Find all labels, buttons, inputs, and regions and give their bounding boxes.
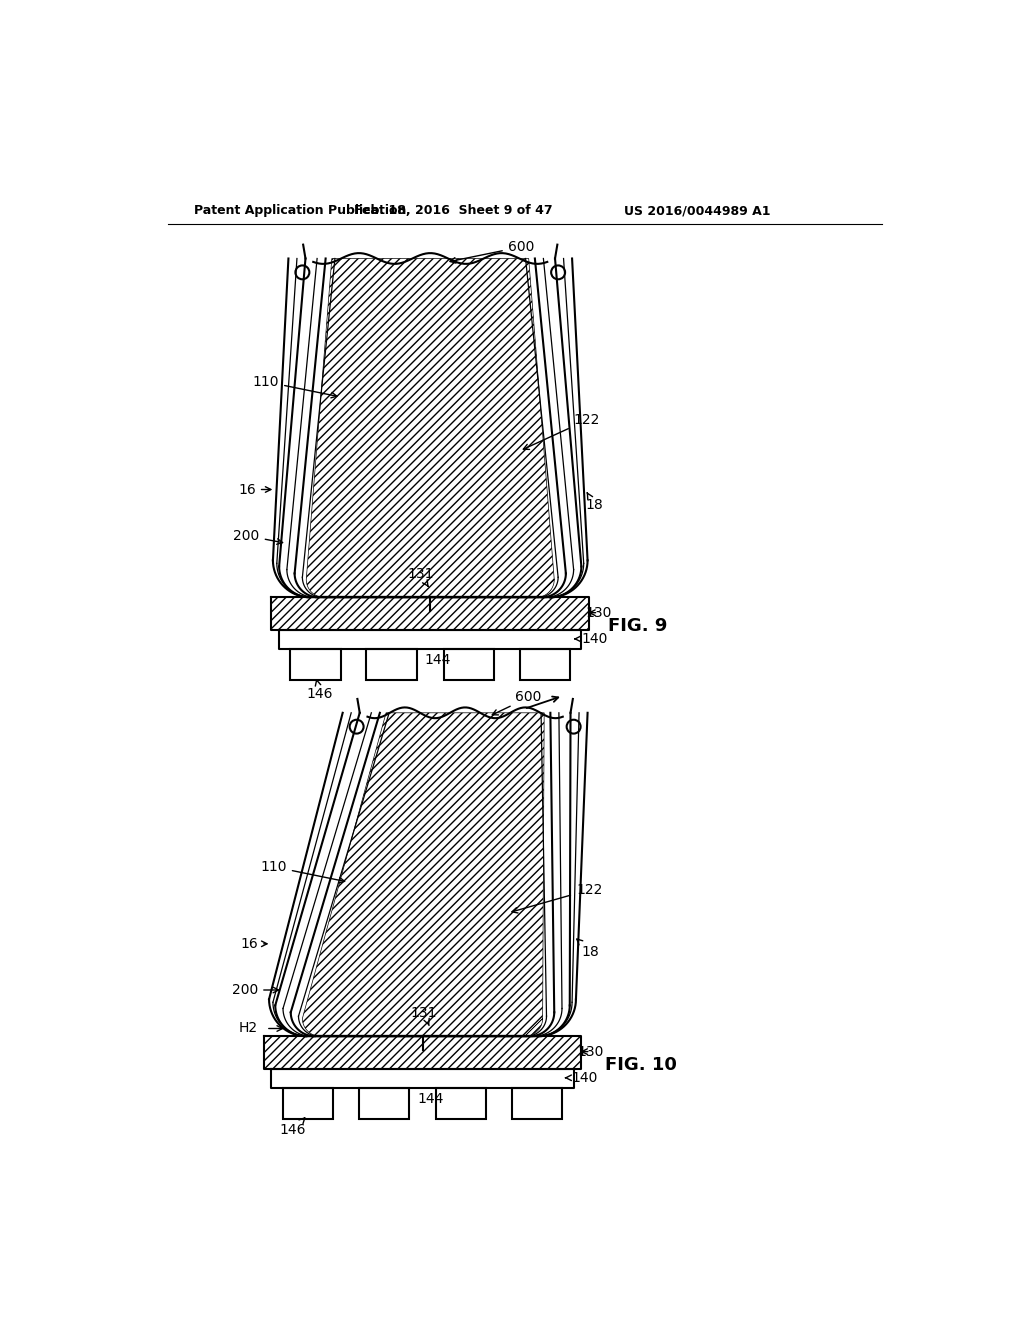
Text: 144: 144 [425, 653, 452, 668]
Circle shape [349, 719, 364, 734]
Bar [358, 1088, 409, 1118]
Text: 130: 130 [578, 1044, 604, 1059]
Text: 18: 18 [586, 492, 603, 512]
Text: 16: 16 [239, 483, 271, 496]
Bar [367, 649, 417, 680]
Circle shape [551, 265, 565, 280]
Circle shape [295, 265, 309, 280]
Circle shape [566, 719, 581, 734]
Polygon shape [302, 713, 544, 1036]
Text: 200: 200 [232, 983, 279, 997]
Bar [436, 1088, 486, 1118]
Bar [283, 1088, 333, 1118]
Bar [271, 597, 589, 630]
Bar [512, 1088, 562, 1118]
Text: 200: 200 [233, 529, 283, 544]
Text: FIG. 9: FIG. 9 [608, 616, 668, 635]
Bar [520, 649, 570, 680]
Text: 131: 131 [411, 1006, 437, 1026]
Text: 140: 140 [565, 1071, 598, 1085]
Bar [291, 649, 341, 680]
Text: 600: 600 [493, 690, 542, 715]
Text: FIG. 10: FIG. 10 [604, 1056, 677, 1073]
Text: H2: H2 [239, 1022, 258, 1035]
Text: US 2016/0044989 A1: US 2016/0044989 A1 [624, 205, 770, 218]
Text: 122: 122 [512, 883, 602, 913]
Text: 18: 18 [577, 939, 599, 958]
Text: 110: 110 [260, 859, 345, 883]
Text: 146: 146 [280, 1118, 306, 1137]
Text: 131: 131 [407, 568, 433, 586]
Bar [443, 649, 495, 680]
Text: 110: 110 [253, 375, 337, 397]
Text: Patent Application Publication: Patent Application Publication [194, 205, 407, 218]
Text: 140: 140 [575, 632, 608, 645]
Text: 16: 16 [241, 937, 267, 950]
Polygon shape [306, 259, 554, 597]
Bar [263, 1036, 582, 1068]
Text: 600: 600 [450, 240, 535, 263]
Text: 144: 144 [417, 1093, 443, 1106]
Text: 130: 130 [586, 606, 611, 619]
Text: 122: 122 [523, 413, 600, 449]
Text: 146: 146 [307, 680, 334, 701]
Text: Feb. 18, 2016  Sheet 9 of 47: Feb. 18, 2016 Sheet 9 of 47 [354, 205, 553, 218]
